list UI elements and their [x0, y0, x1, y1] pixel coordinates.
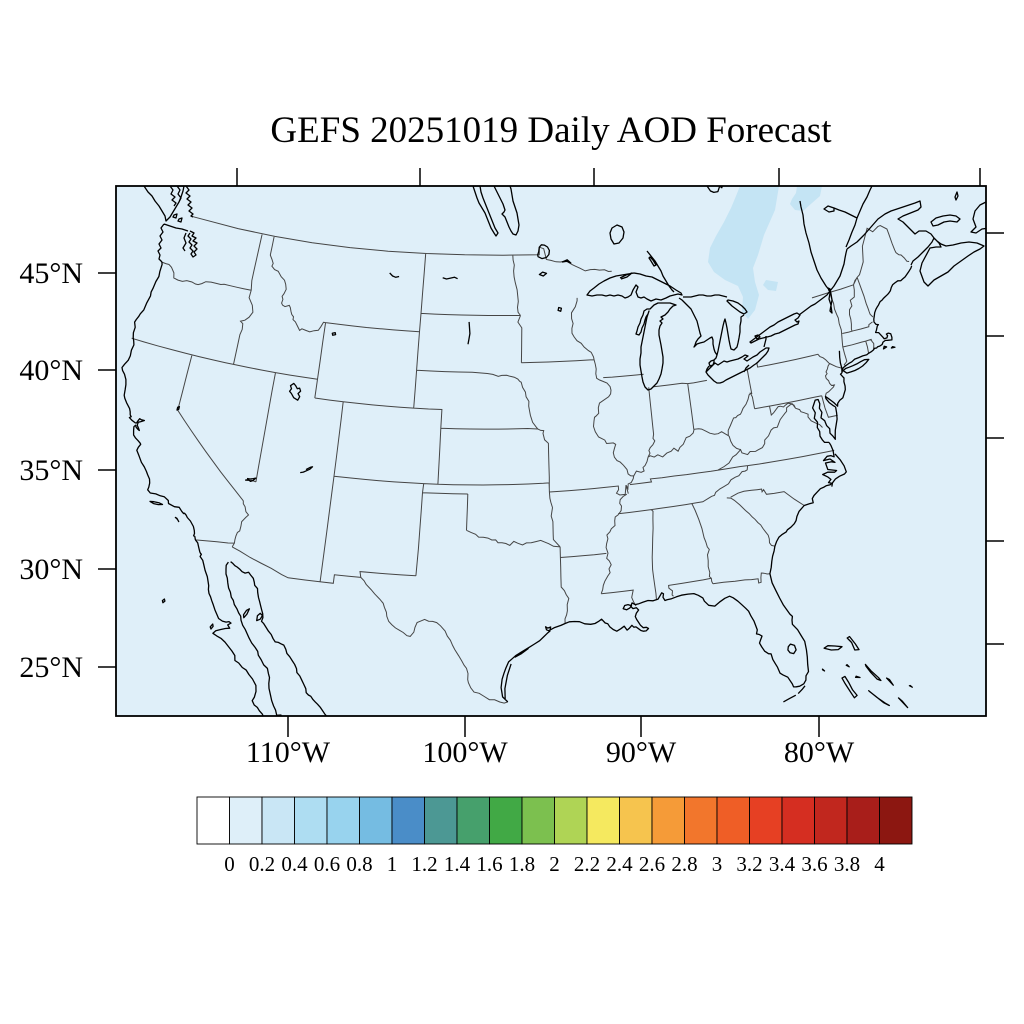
svg-text:1.6: 1.6 [476, 852, 502, 876]
svg-text:1.8: 1.8 [509, 852, 535, 876]
svg-text:GEFS 20251019 Daily AOD Foreca: GEFS 20251019 Daily AOD Forecast [270, 110, 832, 151]
svg-text:40°N: 40°N [19, 354, 83, 387]
svg-text:4: 4 [874, 852, 885, 876]
svg-text:45°N: 45°N [19, 257, 83, 290]
svg-text:80°W: 80°W [784, 736, 855, 769]
svg-text:90°W: 90°W [606, 736, 677, 769]
svg-text:3.8: 3.8 [834, 852, 860, 876]
svg-text:0: 0 [224, 852, 235, 876]
svg-text:3.6: 3.6 [801, 852, 827, 876]
svg-text:1.4: 1.4 [444, 852, 471, 876]
svg-text:100°W: 100°W [422, 736, 508, 769]
svg-text:30°N: 30°N [19, 553, 83, 586]
svg-text:0.4: 0.4 [281, 852, 308, 876]
svg-text:0.2: 0.2 [249, 852, 275, 876]
svg-text:2: 2 [549, 852, 560, 876]
svg-text:3: 3 [712, 852, 723, 876]
svg-text:2.8: 2.8 [671, 852, 697, 876]
svg-text:25°N: 25°N [19, 651, 83, 684]
svg-text:2.6: 2.6 [639, 852, 665, 876]
svg-text:110°W: 110°W [246, 736, 331, 769]
svg-text:2.4: 2.4 [606, 852, 633, 876]
svg-text:1: 1 [387, 852, 398, 876]
svg-text:2.2: 2.2 [574, 852, 600, 876]
svg-text:35°N: 35°N [19, 454, 83, 487]
svg-text:0.8: 0.8 [346, 852, 372, 876]
svg-text:3.2: 3.2 [736, 852, 762, 876]
svg-text:0.6: 0.6 [314, 852, 340, 876]
svg-text:3.4: 3.4 [769, 852, 796, 876]
svg-text:1.2: 1.2 [411, 852, 437, 876]
